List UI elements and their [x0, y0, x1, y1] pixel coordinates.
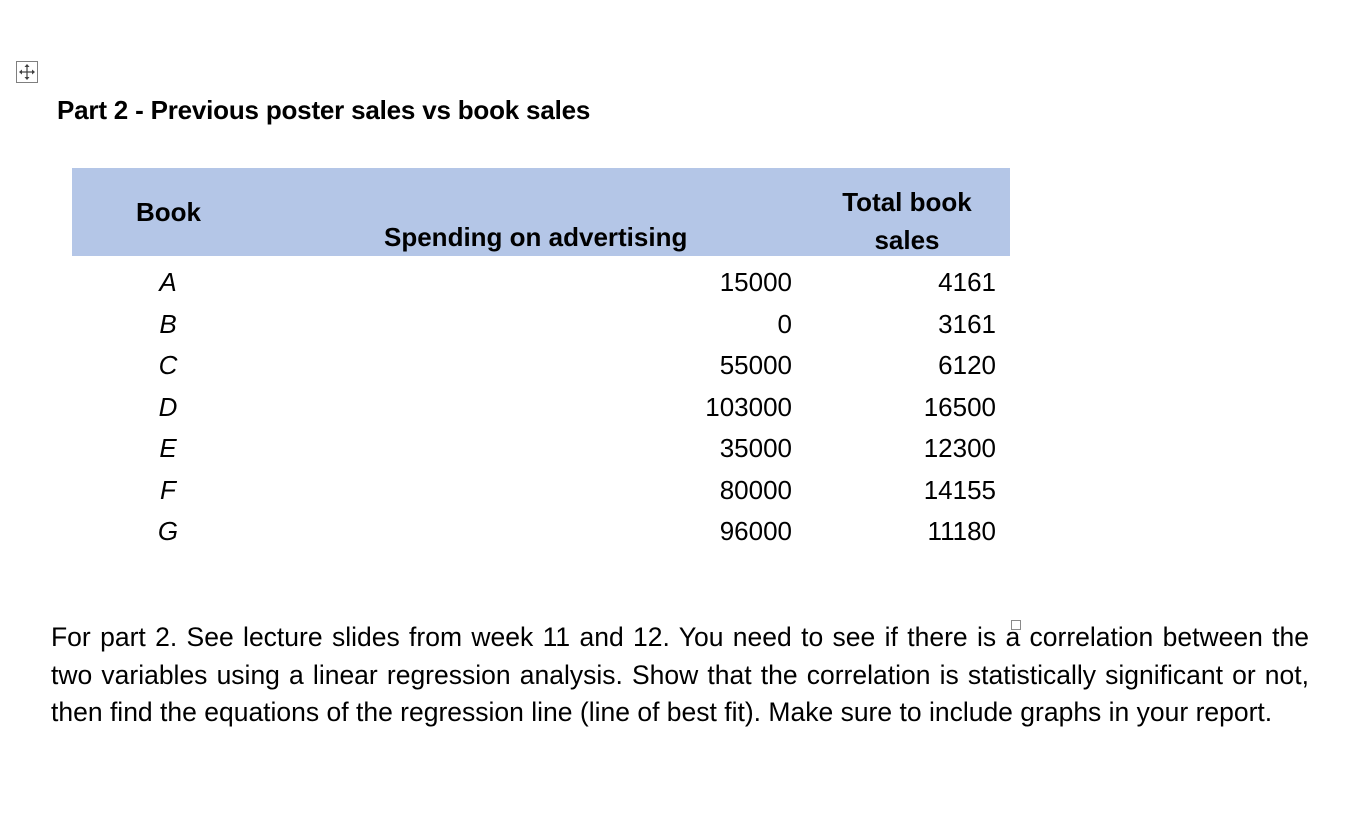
cell-total-sales: 3161: [938, 308, 996, 339]
cell-book: F: [160, 474, 176, 505]
cell-total-sales: 11180: [927, 516, 996, 546]
cell-book: E: [159, 433, 177, 463]
table-row: G 96000 11180: [72, 510, 1010, 552]
cell-total-sales: 16500: [923, 391, 996, 422]
table-row: A 15000 4161: [72, 261, 1010, 303]
cell-spending: 35000: [719, 433, 792, 463]
header-book: Book: [136, 197, 201, 227]
cell-total-sales: 4161: [938, 267, 996, 297]
table-row: F 80000 14155: [72, 469, 1010, 511]
cell-spending: 15000: [719, 267, 792, 297]
instructions-paragraph: For part 2. See lecture slides from week…: [51, 622, 1309, 727]
table-body: A 15000 4161 B 0 3161 C 55000 6120 D 103…: [72, 256, 1010, 552]
header-spending: Spending on advertising: [384, 222, 688, 252]
cell-spending: 55000: [719, 350, 792, 380]
cell-book: G: [157, 516, 179, 546]
anchor-icon[interactable]: [1011, 620, 1021, 630]
table-row: E 35000 12300: [72, 427, 1010, 469]
table-move-handle[interactable]: [16, 61, 38, 83]
cell-book: B: [159, 308, 177, 339]
cell-book: D: [158, 391, 178, 422]
header-total-sales: Total book sales: [842, 187, 972, 255]
cell-spending: 80000: [719, 474, 792, 505]
sales-table: Book Spending on advertising Total book …: [72, 168, 1010, 552]
cell-total-sales: 6120: [938, 350, 996, 380]
cell-spending: 0: [777, 308, 792, 339]
section-heading: Part 2 - Previous poster sales vs book s…: [57, 95, 591, 125]
table-row: D 103000 16500: [72, 386, 1010, 428]
cell-spending: 103000: [705, 391, 792, 422]
cell-book: C: [158, 350, 178, 380]
cell-spending: 96000: [719, 516, 792, 546]
cell-total-sales: 12300: [923, 433, 996, 463]
cell-book: A: [159, 267, 177, 297]
cell-total-sales: 14155: [923, 474, 996, 505]
table-row: C 55000 6120: [72, 344, 1010, 386]
table-header: Book Spending on advertising Total book …: [72, 168, 1010, 256]
table-row: B 0 3161: [72, 303, 1010, 345]
move-icon: [19, 64, 35, 80]
